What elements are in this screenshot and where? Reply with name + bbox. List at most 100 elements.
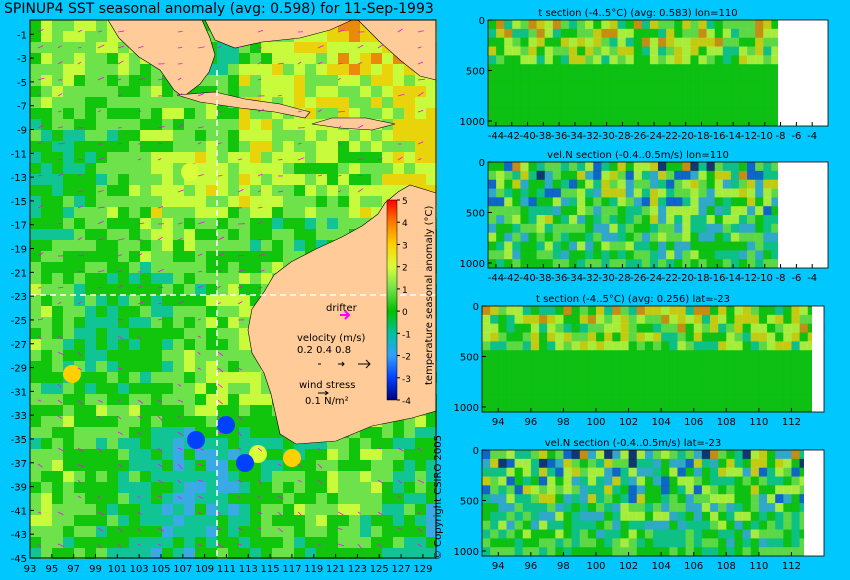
section-panel-3: t section (-4..5°C) (avg: 0.256) lat=-23…: [454, 294, 825, 428]
section-x-tick-label: -12: [741, 273, 757, 284]
section-x-tick-label: 94: [492, 417, 505, 428]
section-x-tick-label: 112: [782, 417, 801, 428]
section-x-tick-label: -4: [807, 131, 817, 142]
section-x-tick-label: -42: [504, 273, 520, 284]
lon-tick-label: 115: [261, 564, 280, 575]
section-x-tick-label: -26: [630, 273, 646, 284]
lat-tick-label: -35: [11, 435, 27, 446]
lat-tick-label: -31: [11, 387, 27, 398]
section-title: t section (-4..5°C) (avg: 0.583) lon=110: [538, 8, 737, 19]
section-x-tick-label: 98: [557, 561, 570, 572]
section-x-tick-label: 100: [586, 417, 605, 428]
sst-map: -1-3-5-7-9-11-13-15-17-19-21-23-25-27-29…: [11, 19, 437, 575]
section-frame: [481, 449, 825, 557]
depth-tick-label: 500: [466, 66, 485, 77]
section-x-tick-label: 106: [684, 561, 703, 572]
depth-tick-label: 500: [466, 208, 485, 219]
depth-tick-label: 500: [460, 352, 479, 363]
colorbar-label: temperature seasonal anomaly (°C): [424, 206, 435, 385]
lon-tick-label: 105: [151, 564, 170, 575]
lon-tick-label: 107: [173, 564, 192, 575]
section-x-tick-label: 112: [782, 561, 801, 572]
no-data-region: [804, 450, 824, 556]
lat-tick-label: -3: [17, 54, 27, 65]
main-title: SPINUP4 SST seasonal anomaly (avg: 0.598…: [4, 1, 434, 17]
section-x-tick-label: 106: [684, 417, 703, 428]
section-x-tick-label: -6: [791, 273, 801, 284]
section-x-tick-label: -4: [807, 273, 817, 284]
section-title: vel.N section (-0.4..0.5m/s) lon=110: [547, 150, 729, 161]
lat-tick-label: -39: [11, 483, 27, 494]
lat-tick-label: -5: [17, 78, 27, 89]
section-x-tick-label: -18: [693, 273, 709, 284]
depth-tick-label: 0: [479, 158, 485, 169]
eddy-3: [187, 431, 205, 449]
lon-tick-label: 127: [392, 564, 411, 575]
section-x-tick-label: -14: [725, 273, 741, 284]
section-frame: [487, 161, 829, 269]
colorbar-tick-label: 4: [402, 219, 408, 229]
section-x-tick-label: 110: [749, 417, 768, 428]
colorbar-ticks: 5 4 3 2 1 0 -1 -2 -3 -4: [397, 197, 411, 407]
wind-scale-arrow: [318, 390, 329, 396]
lat-tick-label: -9: [17, 126, 27, 137]
lat-tick-label: -45: [11, 554, 27, 565]
section-x-tick-label: -40: [519, 131, 535, 142]
section-frame: [481, 305, 825, 413]
nusa-tenggara-land: [311, 117, 396, 131]
section-panels: t section (-4..5°C) (avg: 0.583) lon=110…: [454, 8, 829, 572]
eddy-1: [236, 454, 254, 472]
velocity-vectors: [37, 28, 425, 549]
section-x-tick-label: -14: [725, 131, 741, 142]
lat-tick-label: -37: [11, 459, 27, 470]
copyright-notice: © Copyright CSIRO 2005: [433, 435, 444, 560]
eddy-4: [63, 365, 81, 383]
wind-stress-label: wind stress: [299, 380, 355, 391]
section-title: t section (-4..5°C) (avg: 0.256) lat=-23: [536, 294, 730, 305]
lat-tick-label: -27: [11, 340, 27, 351]
lat-tick-label: -15: [11, 197, 27, 208]
sumatra-land: [107, 19, 216, 98]
section-x-tick-label: -28: [614, 273, 630, 284]
section-x-tick-label: -20: [678, 273, 694, 284]
colorbar-tick-label: -3: [402, 375, 411, 385]
lat-tick-label: -21: [11, 268, 27, 279]
section-x-tick-label: 108: [717, 417, 736, 428]
section-x-tick-label: -32: [583, 273, 599, 284]
section-x-tick-label: -6: [791, 131, 801, 142]
lat-tick-label: -33: [11, 411, 27, 422]
section-x-tick-label: -20: [678, 131, 694, 142]
section-x-tick-label: 102: [619, 561, 638, 572]
java-land: [176, 91, 311, 119]
lon-axis: 93 95 97 99 101 103 105 107 109 111 113 115 117 119 12…: [24, 554, 432, 575]
lon-tick-label: 95: [45, 564, 58, 575]
lon-tick-label: 109: [195, 564, 214, 575]
section-title: vel.N section (-0.4..0.5m/s) lat=-23: [545, 438, 722, 449]
no-data-region: [812, 306, 824, 412]
colorbar-tick-label: -4: [402, 397, 411, 407]
section-x-tick-label: -34: [567, 131, 583, 142]
section-x-tick-label: 96: [524, 561, 537, 572]
velocity-scale: 0.2 0.4 0.8: [297, 345, 351, 356]
lat-tick-label: -19: [11, 245, 27, 256]
colorbar-tick-label: 1: [402, 286, 408, 296]
section-x-tick-label: -30: [598, 131, 614, 142]
section-x-tick-label: -36: [551, 273, 567, 284]
section-x-tick-label: 100: [586, 561, 605, 572]
depth-tick-label: 0: [473, 302, 479, 313]
section-x-tick-label: 98: [557, 417, 570, 428]
section-x-tick-label: -28: [614, 131, 630, 142]
section-x-tick-label: -8: [776, 273, 786, 284]
section-x-tick-label: -8: [776, 131, 786, 142]
section-x-tick-label: -18: [693, 131, 709, 142]
section-x-tick-label: 110: [749, 561, 768, 572]
lon-tick-label: 125: [370, 564, 389, 575]
lat-tick-label: -1: [17, 30, 27, 41]
section-frame: [487, 19, 829, 127]
colorbar-tick-label: -2: [402, 353, 411, 363]
colorbar-tick-label: 3: [402, 241, 408, 251]
section-x-tick-label: 108: [717, 561, 736, 572]
section-x-tick-label: 94: [492, 561, 505, 572]
depth-tick-label: 0: [473, 446, 479, 457]
section-x-tick-label: -26: [630, 131, 646, 142]
